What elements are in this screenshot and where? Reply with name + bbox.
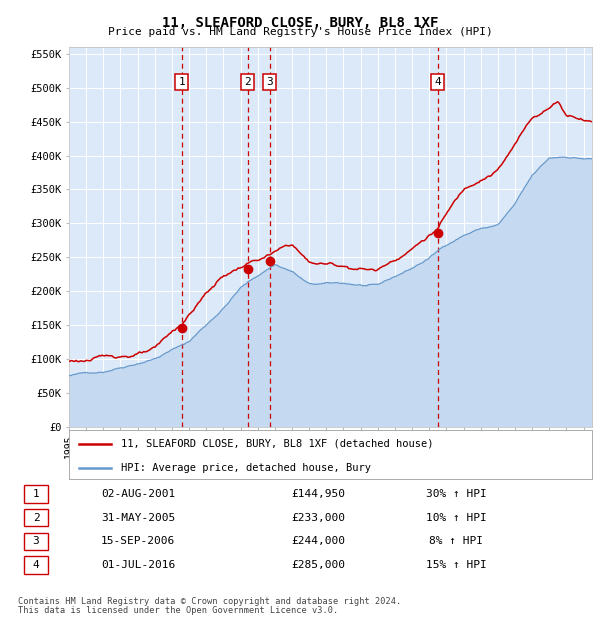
- Text: This data is licensed under the Open Government Licence v3.0.: This data is licensed under the Open Gov…: [18, 606, 338, 615]
- Text: 2: 2: [244, 77, 251, 87]
- Text: 01-JUL-2016: 01-JUL-2016: [101, 560, 175, 570]
- Text: 2: 2: [32, 513, 40, 523]
- Text: 8% ↑ HPI: 8% ↑ HPI: [429, 536, 483, 546]
- Text: HPI: Average price, detached house, Bury: HPI: Average price, detached house, Bury: [121, 463, 371, 473]
- Text: £144,950: £144,950: [291, 489, 345, 499]
- Text: £244,000: £244,000: [291, 536, 345, 546]
- Text: 3: 3: [32, 536, 40, 546]
- Text: Price paid vs. HM Land Registry's House Price Index (HPI): Price paid vs. HM Land Registry's House …: [107, 27, 493, 37]
- Text: 10% ↑ HPI: 10% ↑ HPI: [425, 513, 487, 523]
- Text: £285,000: £285,000: [291, 560, 345, 570]
- Text: 3: 3: [266, 77, 273, 87]
- Text: 4: 4: [434, 77, 441, 87]
- Text: £233,000: £233,000: [291, 513, 345, 523]
- Text: 4: 4: [32, 560, 40, 570]
- Text: 1: 1: [32, 489, 40, 499]
- Text: Contains HM Land Registry data © Crown copyright and database right 2024.: Contains HM Land Registry data © Crown c…: [18, 597, 401, 606]
- Text: 1: 1: [178, 77, 185, 87]
- Text: 15-SEP-2006: 15-SEP-2006: [101, 536, 175, 546]
- Text: 15% ↑ HPI: 15% ↑ HPI: [425, 560, 487, 570]
- Text: 11, SLEAFORD CLOSE, BURY, BL8 1XF: 11, SLEAFORD CLOSE, BURY, BL8 1XF: [162, 16, 438, 30]
- Text: 30% ↑ HPI: 30% ↑ HPI: [425, 489, 487, 499]
- Text: 31-MAY-2005: 31-MAY-2005: [101, 513, 175, 523]
- Text: 02-AUG-2001: 02-AUG-2001: [101, 489, 175, 499]
- Text: 11, SLEAFORD CLOSE, BURY, BL8 1XF (detached house): 11, SLEAFORD CLOSE, BURY, BL8 1XF (detac…: [121, 439, 434, 449]
